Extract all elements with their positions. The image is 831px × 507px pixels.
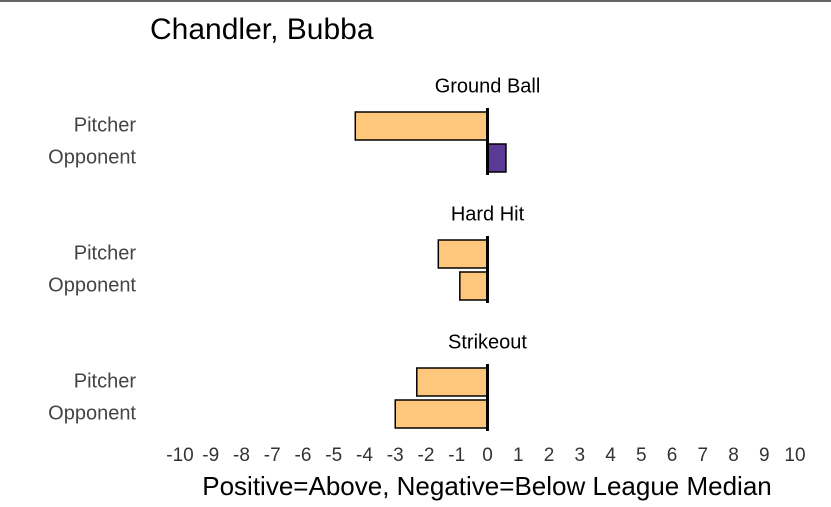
x-tick-label: 5: [636, 445, 647, 466]
x-tick-label: 6: [667, 445, 678, 466]
bar: [486, 143, 507, 173]
x-tick-label: 10: [784, 445, 805, 466]
x-tick-label: 0: [482, 445, 493, 466]
category-label: Opponent: [48, 146, 136, 168]
x-tick-label: -1: [448, 445, 465, 466]
facet-title: Ground Ball: [435, 75, 541, 97]
facet-title: Strikeout: [448, 331, 527, 353]
bar: [354, 111, 489, 141]
x-tick-label: -5: [325, 445, 342, 466]
x-axis-label: Positive=Above, Negative=Below League Me…: [202, 471, 772, 501]
category-label: Opponent: [48, 402, 136, 424]
x-tick-label: -8: [233, 445, 250, 466]
category-label: Pitcher: [74, 114, 137, 136]
x-tick-label: 1: [513, 445, 524, 466]
bar: [437, 239, 489, 269]
bar: [394, 399, 489, 429]
x-tick-label: -4: [356, 445, 373, 466]
category-label: Pitcher: [74, 370, 137, 392]
x-tick-label: 9: [759, 445, 770, 466]
x-tick-label: 4: [605, 445, 616, 466]
x-tick-label: 7: [697, 445, 708, 466]
x-tick-label: -3: [387, 445, 404, 466]
category-label: Opponent: [48, 274, 136, 296]
x-tick-label: -9: [202, 445, 219, 466]
bar: [416, 367, 489, 397]
x-tick-label: -7: [264, 445, 281, 466]
x-tick-label: 3: [574, 445, 585, 466]
bar: [459, 271, 489, 301]
x-tick-label: -6: [295, 445, 312, 466]
x-tick-label: -10: [166, 445, 193, 466]
x-tick-label: 8: [728, 445, 739, 466]
x-tick-label: -2: [418, 445, 435, 466]
chart-title: Chandler, Bubba: [150, 13, 374, 46]
category-label: Pitcher: [74, 242, 137, 264]
facet-title: Hard Hit: [451, 203, 525, 225]
x-tick-label: 2: [544, 445, 555, 466]
